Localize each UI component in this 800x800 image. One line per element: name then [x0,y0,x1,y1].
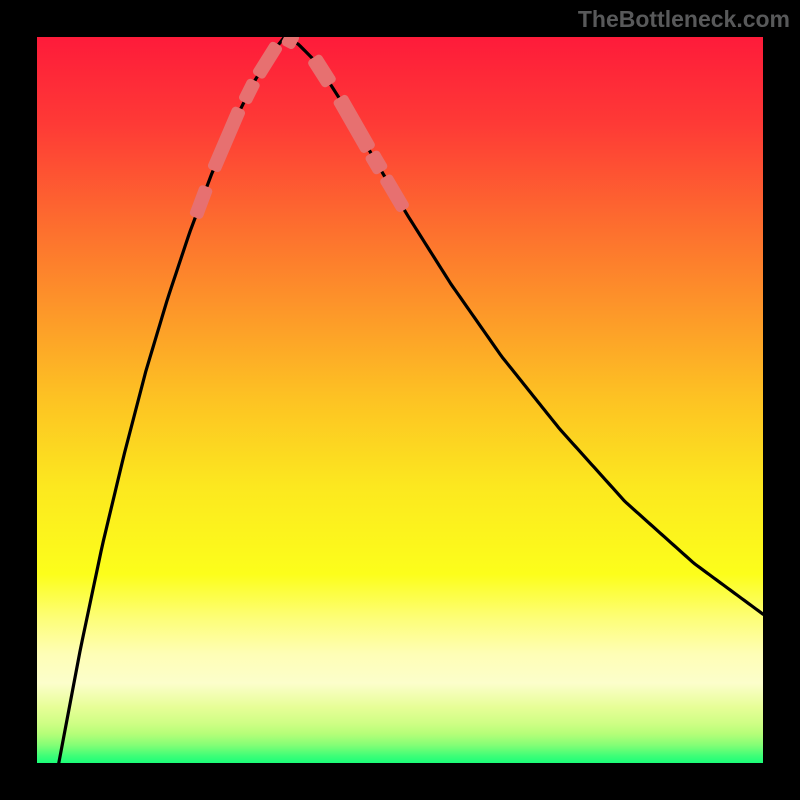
watermark-text: TheBottleneck.com [578,6,790,33]
chart-frame [0,0,800,800]
gradient-background [37,37,763,763]
chart-svg [37,37,763,763]
chart-root: TheBottleneck.com [0,0,800,800]
